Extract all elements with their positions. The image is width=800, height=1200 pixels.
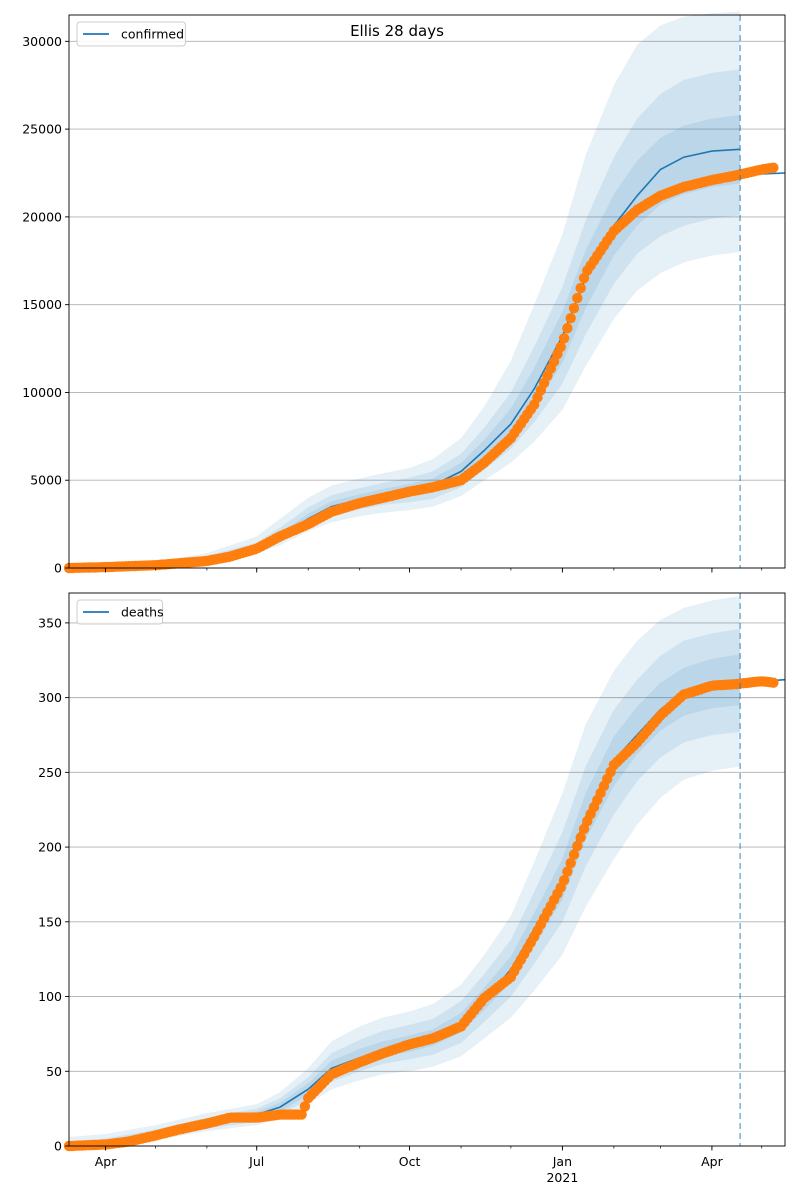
x-tick-sublabel: 2021 [546,1170,578,1185]
x-tick-label: Apr [701,1154,723,1169]
gridlines [69,622,785,1147]
observed-points [63,162,779,574]
x-axis [105,568,763,573]
observed-point [768,677,779,688]
y-tick-label: 0 [54,561,62,576]
observed-point [568,303,580,314]
legend-label: confirmed [121,27,184,42]
x-tick-label: Jul [248,1154,264,1169]
band-outer [69,11,741,568]
observed-points [63,676,779,1152]
y-tick-label: 300 [38,690,62,705]
y-tick-label: 15000 [22,297,62,312]
y-tick-label: 150 [38,914,62,929]
observed-point [565,857,576,869]
observed-point [572,840,583,852]
y-tick-label: 25000 [22,122,62,137]
y-tick-label: 10000 [22,385,62,400]
axes-frame [68,14,786,569]
observed-point [768,162,779,173]
legend: deaths [76,599,164,625]
observed-point [555,341,566,353]
observed-point [572,292,583,304]
chart-title: Ellis 28 days [350,22,444,40]
band-outer [69,596,741,1146]
band-middle [69,69,741,569]
y-tick-label: 0 [54,1139,62,1154]
observed-point [568,849,580,860]
y-tick-label: 30000 [22,34,62,49]
y-tick-label: 50 [46,1064,62,1079]
observed-point [575,832,586,843]
observed-point [558,333,570,344]
observed-point [578,823,590,835]
uncertainty-bands [69,11,741,569]
observed-point [296,1109,307,1120]
observed-point [299,1101,311,1112]
observed-point [562,866,573,877]
x-tick-label: Oct [399,1154,421,1169]
observed-point [562,323,573,334]
y-tick-label: 100 [38,989,62,1004]
y-tick-label: 20000 [22,209,62,224]
x-tick-label: Apr [95,1154,117,1169]
y-tick-label: 200 [38,840,62,855]
legend-label: deaths [121,605,164,620]
band-inner [69,654,741,1146]
legend: confirmed [76,21,186,47]
observed-point [575,282,586,294]
y-tick-label: 250 [38,765,62,780]
uncertainty-bands [69,596,741,1146]
y-axis: 0 5000 10000 15000 20000 25000 30000 [22,34,69,576]
observed-point [558,875,570,886]
x-tick-label: Jan [552,1154,572,1169]
confirmed-panel: 0 5000 10000 15000 20000 25000 30000 confirmed [22,11,786,576]
y-axis: 0 50 100 150 200 250 300 350 [38,615,69,1154]
y-tick-label: 350 [38,615,62,630]
gridlines [69,40,785,569]
legend-box [76,21,186,47]
band-inner [69,115,741,568]
y-tick-label: 5000 [30,473,62,488]
legend-box [76,599,164,625]
axes-frame [68,592,786,1147]
observed-point [565,313,576,324]
